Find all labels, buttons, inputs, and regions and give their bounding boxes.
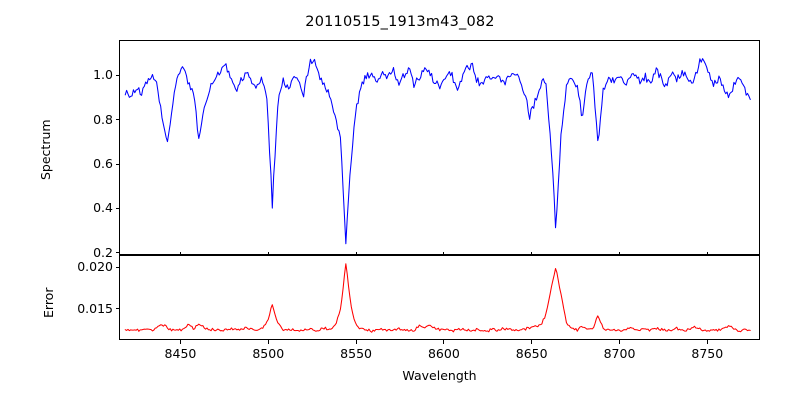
- y-ticklabel-spectrum: 0.4: [93, 200, 113, 216]
- figure-title: 20110515_1913m43_082: [305, 14, 495, 30]
- error-plot-area: [119, 255, 760, 340]
- y-axis-label-error: Error: [41, 287, 56, 318]
- y-tick-spectrum: [115, 207, 119, 209]
- x-ticklabel: 8650: [515, 346, 548, 361]
- x-tick-spectrum: [179, 251, 181, 255]
- y-tick-spectrum: [115, 252, 119, 254]
- x-tick-spectrum: [355, 251, 357, 255]
- x-tick-spectrum: [618, 251, 621, 255]
- y-axis-label-spectrum: Spectrum: [38, 119, 53, 180]
- y-ticklabel-spectrum: 0.2: [93, 244, 113, 260]
- x-tick: [179, 340, 181, 344]
- y-tick-error: [115, 266, 119, 268]
- x-tick: [267, 340, 269, 344]
- x-tick: [618, 340, 621, 344]
- x-tick-spectrum: [267, 251, 269, 255]
- x-ticklabel: 8600: [427, 346, 460, 361]
- x-tick: [443, 340, 445, 344]
- error-line-series: [124, 263, 751, 333]
- x-tick: [706, 340, 708, 344]
- x-ticklabel: 8500: [252, 346, 285, 361]
- y-tick-spectrum: [115, 163, 119, 165]
- y-ticklabel-spectrum: 0.8: [93, 111, 113, 127]
- x-ticklabel: 8700: [603, 346, 636, 361]
- y-tick-spectrum: [115, 119, 119, 121]
- y-tick-error: [115, 308, 119, 310]
- x-ticklabel: 8550: [340, 346, 372, 361]
- y-tick-spectrum: [115, 74, 119, 76]
- x-tick-spectrum: [443, 251, 445, 255]
- spectrum-line-series: [124, 58, 751, 245]
- x-tick: [531, 340, 533, 344]
- y-ticklabel-spectrum: 1.0: [93, 67, 113, 83]
- y-ticklabel-error: 0.020: [77, 259, 113, 275]
- x-tick-spectrum: [531, 251, 533, 255]
- x-ticklabel: 8450: [164, 346, 197, 361]
- y-ticklabel-spectrum: 0.6: [93, 156, 113, 172]
- spectrum-plot-area: [119, 40, 760, 255]
- y-ticklabel-error: 0.015: [77, 300, 113, 316]
- x-axis-label: Wavelength: [402, 368, 477, 383]
- x-tick-spectrum: [706, 251, 708, 255]
- x-ticklabel: 8750: [691, 346, 724, 361]
- x-tick: [355, 340, 357, 344]
